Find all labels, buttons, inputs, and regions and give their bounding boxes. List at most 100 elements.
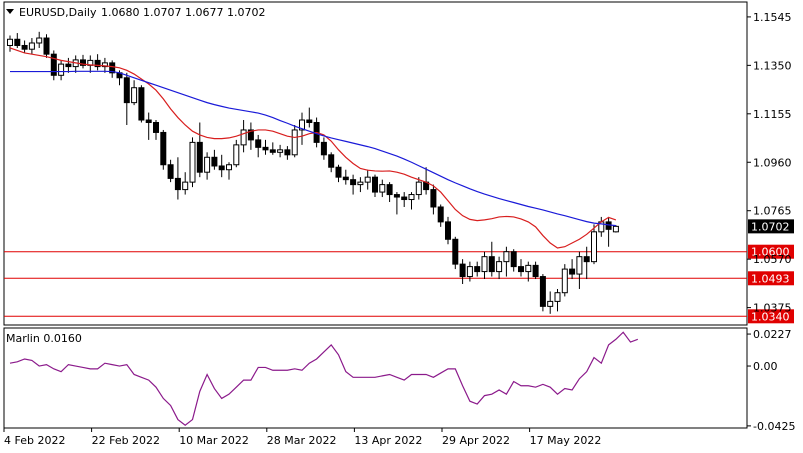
bull-candle (379, 184, 386, 193)
bear-candle (94, 59, 101, 68)
bear-candle (262, 146, 269, 151)
bull-candle (612, 225, 619, 233)
bull-candle (277, 149, 284, 153)
indicator-panel-frame (3, 327, 748, 429)
bull-candle (189, 141, 196, 183)
bull-candle (408, 194, 415, 201)
time-tick-label: 13 Apr 2022 (354, 434, 422, 447)
indicator-tick-label: 0.00 (753, 360, 778, 373)
bear-candle (510, 251, 517, 268)
level-label: 1.0340 (751, 310, 790, 323)
bull-candle (182, 181, 189, 191)
bear-candle (145, 119, 152, 124)
bear-candle (539, 276, 546, 307)
bull-candle (204, 156, 211, 173)
bear-candle (459, 263, 466, 278)
bull-candle (503, 251, 510, 263)
indicator-label: Marlin 0.0160 (6, 332, 82, 345)
price-tick-label: 1.0375 (753, 302, 792, 315)
bear-candle (123, 77, 130, 104)
bear-candle (393, 194, 400, 198)
bear-candle (445, 221, 451, 240)
bear-candle (80, 59, 86, 66)
bear-candle (109, 62, 116, 74)
main-panel-frame (3, 1, 748, 326)
symbol-label: EURUSD,Daily (19, 6, 97, 19)
bear-candle (269, 149, 276, 153)
bear-candle (153, 122, 159, 133)
bull-candle (131, 87, 138, 104)
bull-candle (525, 264, 532, 273)
bear-candle (14, 38, 21, 46)
bear-candle (160, 131, 167, 166)
bull-candle (7, 38, 13, 46)
bear-candle (211, 156, 218, 167)
bull-candle (415, 181, 422, 196)
bear-candle (386, 184, 393, 196)
indicator-tick-label: -0.0425 (753, 420, 795, 433)
collapse-arrow-icon[interactable] (6, 9, 14, 14)
bull-candle (36, 37, 43, 44)
bear-candle (342, 176, 349, 181)
time-tick-label: 29 Apr 2022 (442, 434, 510, 447)
indicator-tick-label: 0.0227 (753, 328, 792, 341)
level-label: 1.0493 (751, 272, 790, 285)
bull-candle (561, 268, 568, 294)
bull-candle (240, 129, 247, 146)
bull-candle (364, 176, 371, 183)
time-tick-label: 28 Mar 2022 (267, 434, 337, 447)
bear-candle (65, 63, 72, 68)
bull-candle (496, 261, 503, 273)
bear-candle (218, 165, 225, 171)
bear-candle (350, 179, 357, 186)
bear-candle (401, 196, 408, 201)
time-tick-label: 10 Mar 2022 (179, 434, 249, 447)
level-tag (748, 309, 794, 324)
main-price-panel[interactable] (3, 1, 748, 326)
bear-candle (328, 154, 335, 168)
bull-candle (226, 164, 232, 171)
price-tick-label: 1.1545 (753, 11, 792, 24)
current-price-tag (748, 219, 794, 234)
bear-candle (167, 164, 174, 179)
bear-candle (532, 264, 539, 278)
slow-ma-line (10, 70, 616, 227)
price-axis: 1.1545 1.1350 1.1155 1.0960 1.0765 1.0570 1.03… (747, 11, 794, 315)
price-tick-label: 1.1155 (753, 108, 792, 121)
price-tick-label: 1.1350 (753, 59, 792, 72)
level-label: 1.0600 (751, 246, 790, 259)
time-tick-label: 17 May 2022 (530, 434, 602, 447)
bull-candle (466, 266, 473, 278)
marlin-indicator-panel[interactable]: 0.0227 0.00 -0.0425 (3, 327, 795, 433)
support-levels: 1.0600 1.0493 1.0340 (4, 244, 794, 324)
bear-candle (569, 268, 576, 275)
bull-candle (299, 119, 305, 131)
bull-candle (554, 292, 561, 302)
bear-candle (196, 141, 203, 173)
marlin-line (9, 331, 639, 426)
price-tick-label: 1.0570 (753, 253, 792, 266)
bear-candle (50, 53, 57, 76)
bear-candle (430, 189, 437, 208)
moving-averages (9, 47, 617, 249)
bull-candle (101, 62, 108, 68)
candlestick-series (7, 31, 619, 314)
bull-candle (233, 144, 240, 166)
current-price-label: 1.0702 (751, 220, 790, 233)
bull-candle (481, 256, 488, 273)
bull-candle (591, 231, 597, 263)
ohlc-values: 1.0680 1.0707 1.0677 1.0702 (101, 6, 265, 19)
bear-candle (372, 176, 378, 193)
time-tick-label: 22 Feb 2022 (92, 434, 160, 447)
bear-candle (452, 238, 459, 265)
bull-candle (291, 129, 298, 156)
time-axis: 4 Feb 2022 22 Feb 2022 10 Mar 2022 28 Mar 2… (3, 428, 602, 447)
bull-candle (28, 42, 35, 50)
bear-candle (21, 44, 28, 50)
bear-candle (255, 139, 262, 148)
price-tick-label: 1.0960 (753, 156, 792, 169)
bear-candle (335, 166, 342, 178)
bear-candle (583, 256, 590, 263)
bear-candle (247, 129, 254, 141)
